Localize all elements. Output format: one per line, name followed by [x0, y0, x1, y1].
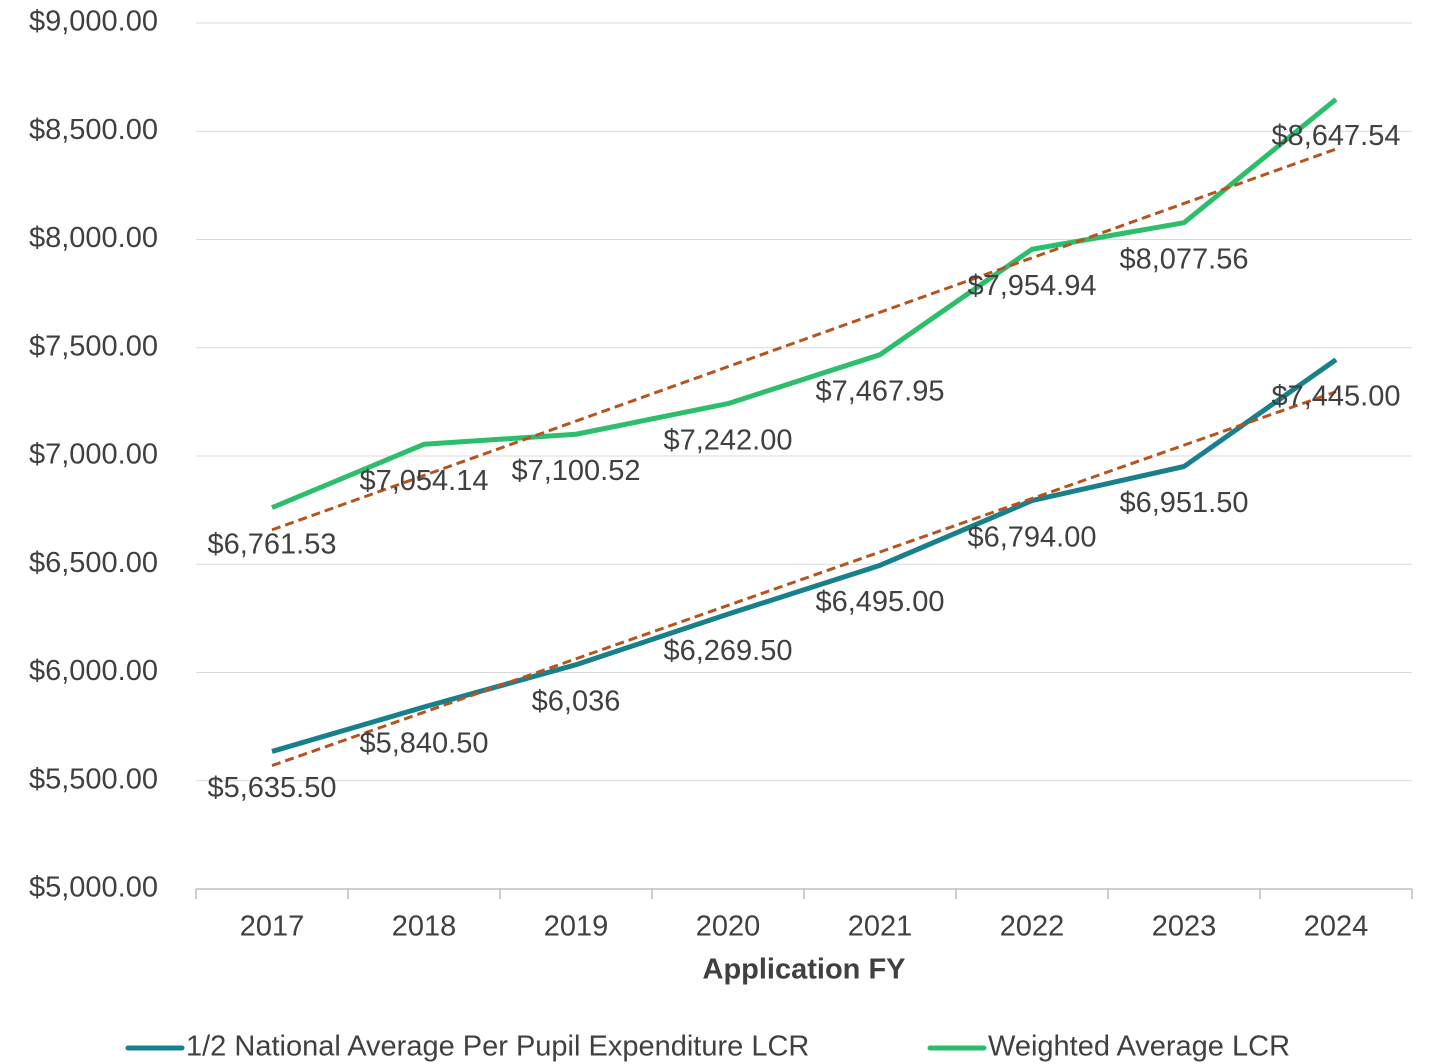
- trendline: [271, 147, 1337, 532]
- x-tick-label: 2020: [696, 911, 761, 943]
- data-label: $6,951.50: [1119, 487, 1248, 519]
- legend-label: Weighted Average LCR: [988, 1031, 1290, 1063]
- series-line: [271, 97, 1338, 510]
- data-label: $6,794.00: [967, 521, 1096, 553]
- data-label: $5,635.50: [207, 772, 336, 804]
- x-tick-label: 2024: [1304, 911, 1369, 943]
- y-tick-label: $7,500.00: [29, 330, 158, 362]
- data-label: $7,467.95: [815, 375, 944, 407]
- y-tick-label: $9,000.00: [29, 6, 158, 38]
- x-tick-label: 2023: [1152, 911, 1217, 943]
- x-tick-label: 2022: [1000, 911, 1065, 943]
- x-tick-label: 2017: [240, 911, 305, 943]
- legend-label: 1/2 National Average Per Pupil Expenditu…: [186, 1031, 809, 1063]
- data-label: $7,445.00: [1271, 380, 1400, 412]
- x-tick-label: 2019: [544, 911, 609, 943]
- series-line: [271, 357, 1338, 754]
- trendline: [271, 390, 1337, 768]
- y-tick-label: $5,500.00: [29, 763, 158, 795]
- data-label: $5,840.50: [359, 728, 488, 760]
- data-label: $6,269.50: [663, 635, 792, 667]
- x-tick-label: 2018: [392, 911, 457, 943]
- x-tick-label: 2021: [848, 911, 913, 943]
- y-tick-label: $6,000.00: [29, 655, 158, 687]
- data-label: $6,761.53: [207, 528, 336, 560]
- y-tick-label: $8,000.00: [29, 222, 158, 254]
- y-tick-label: $6,500.00: [29, 547, 158, 579]
- data-label: $8,647.54: [1271, 120, 1400, 152]
- y-tick-label: $8,500.00: [29, 114, 158, 146]
- data-label: $7,054.14: [359, 465, 488, 497]
- y-tick-label: $5,000.00: [29, 872, 158, 904]
- x-axis-title: Application FY: [703, 954, 906, 986]
- data-label: $8,077.56: [1119, 243, 1248, 275]
- data-label: $6,036: [532, 685, 621, 717]
- y-tick-label: $7,000.00: [29, 439, 158, 471]
- data-label: $7,242.00: [663, 424, 792, 456]
- data-label: $7,100.52: [511, 455, 640, 487]
- data-label: $7,954.94: [967, 270, 1096, 302]
- data-label: $6,495.00: [815, 586, 944, 618]
